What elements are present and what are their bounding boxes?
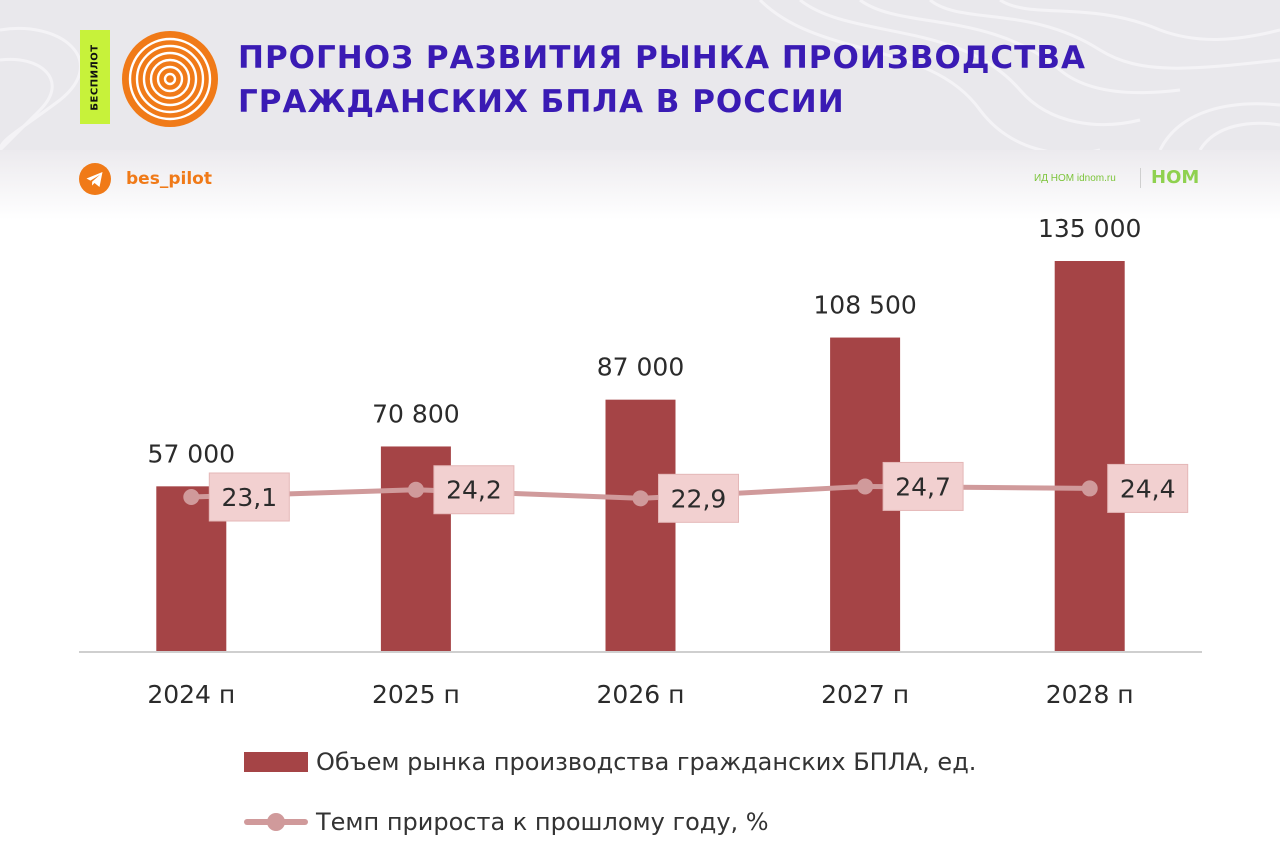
legend-item-line: Темп прироста к прошлому году, %	[244, 808, 769, 836]
publisher-logo: НОМ	[1151, 167, 1200, 188]
orange-rings-logo-icon	[122, 31, 218, 127]
header-fade	[0, 150, 1280, 220]
growth-rate-label: 22,9	[671, 484, 727, 513]
telegram-handle-link[interactable]: bes_pilot	[126, 169, 212, 189]
growth-rate-point	[183, 489, 200, 505]
bar-value-label: 57 000	[148, 439, 235, 468]
x-tick-label: 2025 п	[372, 680, 460, 709]
x-tick-label: 2026 п	[597, 680, 685, 709]
growth-rate-label: 23,1	[221, 483, 277, 512]
x-tick-label: 2024 п	[147, 680, 235, 709]
growth-rate-label-box	[208, 472, 290, 522]
growth-rate-point	[407, 481, 424, 498]
bar-value-label: 135 000	[1038, 214, 1141, 243]
bar-value-label: 87 000	[597, 353, 684, 382]
growth-rate-point	[857, 478, 874, 495]
brand-tag: БЕСПИЛОТ	[80, 30, 110, 124]
growth-rate-label: 24,4	[1120, 474, 1176, 503]
growth-rate-label-box	[1107, 463, 1189, 513]
x-tick-label: 2027 п	[821, 680, 909, 709]
growth-rate-label-box	[658, 473, 739, 523]
legend-label-bar: Объем рынка производства гражданских БПЛ…	[316, 748, 977, 776]
growth-rate-point	[1081, 480, 1098, 497]
page-title-line-2: ГРАЖДАНСКИХ БПЛА В РОССИИ	[238, 84, 845, 120]
x-tick-label: 2028 п	[1046, 680, 1134, 709]
publisher-text: ИД НОМ idnom.ru	[1034, 173, 1116, 184]
bar-2028	[1054, 261, 1125, 651]
publisher-separator	[1140, 168, 1141, 188]
growth-rate-label-box	[882, 461, 964, 511]
telegram-icon[interactable]	[79, 163, 111, 195]
header-topographic-pattern	[0, 0, 1280, 150]
legend-item-bar: Объем рынка производства гражданских БПЛ…	[244, 748, 976, 776]
page-title-line-1: ПРОГНОЗ РАЗВИТИЯ РЫНКА ПРОИЗВОДСТВА	[238, 40, 1086, 76]
legend-label-line: Темп прироста к прошлому году, %	[316, 808, 769, 836]
bar-value-label: 108 500	[813, 291, 916, 320]
growth-rate-label: 24,7	[895, 472, 951, 501]
page-title: ПРОГНОЗ РАЗВИТИЯ РЫНКА ПРОИЗВОДСТВА ГРАЖ…	[238, 36, 1086, 124]
legend-swatch-bar	[244, 752, 308, 772]
growth-rate-point	[632, 490, 649, 507]
bar-value-label: 70 800	[372, 399, 459, 428]
growth-rate-label-box	[433, 465, 515, 515]
legend-swatch-line	[244, 812, 308, 832]
bar-2026	[605, 399, 676, 651]
growth-rate-label: 24,2	[446, 476, 502, 505]
